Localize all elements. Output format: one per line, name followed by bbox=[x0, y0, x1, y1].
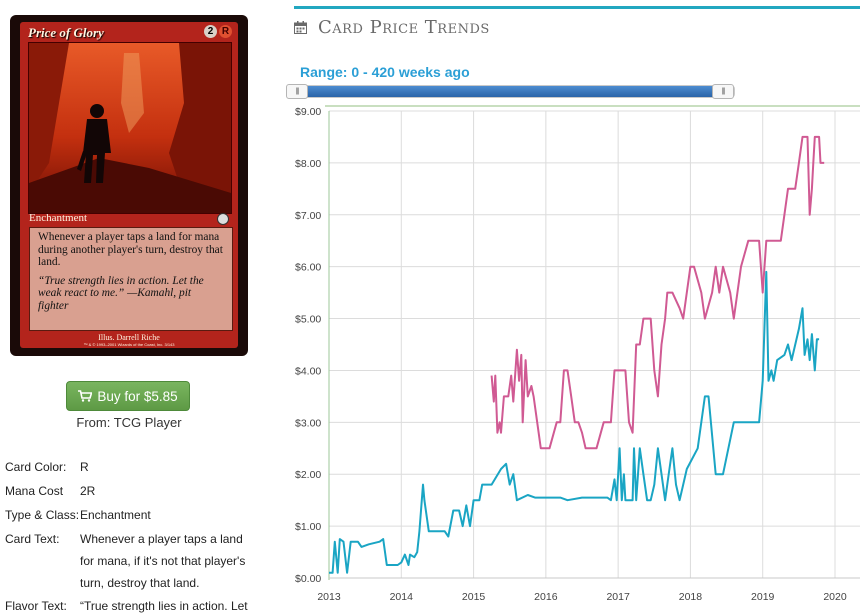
section-divider bbox=[294, 6, 860, 9]
card-image: Price of Glory 2 R bbox=[10, 15, 248, 356]
mana-cost-label: Mana Cost bbox=[5, 484, 64, 498]
set-symbol-icon bbox=[217, 213, 229, 225]
buy-source: From: TCG Player bbox=[76, 415, 182, 430]
calendar-icon bbox=[294, 21, 307, 34]
x-tick-label: 2020 bbox=[823, 591, 847, 603]
card-copyright: ™ & © 1993–2001 Wizards of the Coast, In… bbox=[83, 342, 175, 347]
buy-button-label: Buy for $5.85 bbox=[97, 388, 178, 404]
buy-button[interactable]: Buy for $5.85 bbox=[66, 381, 190, 411]
x-tick-label: 2015 bbox=[462, 591, 486, 603]
card-text-box: Whenever a player taps a land for mana d… bbox=[29, 227, 233, 331]
card-color-label: Card Color: bbox=[5, 460, 67, 474]
y-tick-label: $5.00 bbox=[295, 314, 321, 326]
y-tick-label: $9.00 bbox=[295, 106, 321, 118]
card-text-value: Whenever a player taps a land for mana, … bbox=[80, 532, 246, 590]
type-class-label: Type & Class: bbox=[5, 508, 80, 522]
flavor-text-value: “True strength lies in action. Let bbox=[80, 599, 248, 613]
section-title: Card Price Trends bbox=[318, 17, 490, 38]
card-artist: Illus. Darrell Riche bbox=[98, 333, 160, 342]
flavor-text-label: Flavor Text: bbox=[5, 599, 67, 613]
mana-red-icon: R bbox=[219, 25, 232, 38]
y-tick-label: $4.00 bbox=[295, 365, 321, 377]
x-tick-label: 2017 bbox=[606, 591, 630, 603]
price-series-line-2 bbox=[329, 270, 820, 574]
card-type-line: Enchantment bbox=[29, 212, 88, 224]
card-name: Price of Glory bbox=[28, 25, 104, 40]
range-label: Range: 0 - 420 weeks ago bbox=[300, 64, 470, 80]
x-tick-label: 2014 bbox=[390, 591, 414, 603]
type-class-value: Enchantment bbox=[80, 508, 151, 522]
x-tick-label: 2013 bbox=[317, 591, 341, 603]
card-flavor-text: “True strength lies in action. Let the w… bbox=[38, 274, 204, 312]
card-text-label: Card Text: bbox=[5, 532, 60, 546]
y-tick-label: $7.00 bbox=[295, 210, 321, 222]
range-slider-left-handle[interactable]: ||| bbox=[286, 84, 308, 99]
chart-top-border bbox=[325, 105, 860, 107]
y-tick-label: $8.00 bbox=[295, 158, 321, 170]
y-tick-label: $6.00 bbox=[295, 262, 321, 274]
y-tick-label: $0.00 bbox=[295, 573, 321, 585]
price-series-line-1 bbox=[490, 135, 825, 450]
y-tick-label: $1.00 bbox=[295, 521, 321, 533]
cart-icon bbox=[78, 390, 93, 402]
x-tick-label: 2016 bbox=[534, 591, 558, 603]
x-tick-label: 2019 bbox=[751, 591, 775, 603]
price-trend-chart: $0.00 $1.00 $2.00 $3.00 $4.00 $5.00 $6.00 $7.00… bbox=[295, 105, 860, 603]
mana-generic-icon: 2 bbox=[204, 25, 217, 38]
x-tick-label: 2018 bbox=[679, 591, 703, 603]
card-frame: Price of Glory 2 R bbox=[20, 22, 238, 348]
card-color-value: R bbox=[80, 460, 89, 474]
y-tick-label: $3.00 bbox=[295, 417, 321, 429]
card-rules-text: Whenever a player taps a land for mana d… bbox=[38, 231, 223, 269]
range-slider-right-handle[interactable]: ||| bbox=[712, 84, 734, 99]
y-tick-label: $2.00 bbox=[295, 469, 321, 481]
range-slider-selection bbox=[300, 86, 720, 97]
mana-cost-value: 2R bbox=[80, 484, 96, 498]
card-mana-symbols: 2 R bbox=[204, 25, 232, 38]
card-art bbox=[28, 42, 232, 214]
